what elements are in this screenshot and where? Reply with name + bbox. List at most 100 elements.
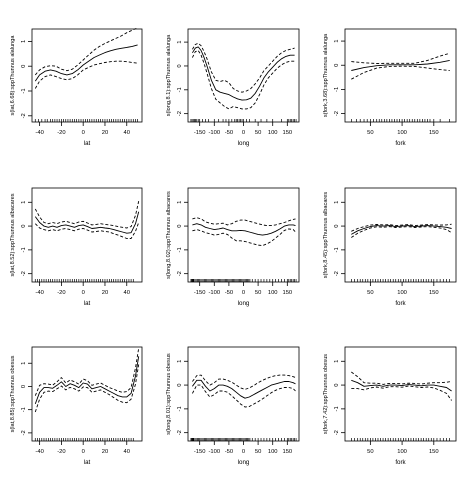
y-tick-label: -1 [177,406,183,411]
y-tick-label: 1 [177,40,183,43]
confidence-band-line [192,217,296,227]
confidence-band-line [34,348,140,396]
y-axis-label: s(lat,8.85):sppThunnus obesus [10,355,16,432]
y-tick-label: 1 [21,362,27,365]
confidence-band-line [192,228,296,247]
confidence-band-line [351,65,450,80]
y-axis-label: s(fork,7.42):sppThunnus obesus [323,354,329,434]
x-axis-label: fork [395,300,406,307]
y-tick-label: -2 [177,111,183,116]
x-axis-label: lat [84,140,91,147]
y-tick-label: -2 [334,111,340,116]
y-tick-label: 1 [177,201,183,204]
y-tick-label: 1 [21,201,27,204]
x-tick-label: 50 [255,290,261,296]
x-axis-label: long [238,140,250,147]
x-tick-label: -20 [57,130,65,136]
smooth-line [192,223,296,236]
x-tick-label: -50 [225,290,233,296]
smooth-line [351,379,452,392]
x-tick-label: -150 [194,290,206,296]
confidence-band-line [191,50,295,110]
x-tick-label: 150 [282,130,292,136]
y-tick-label: 1 [21,40,27,43]
x-tick-label: 150 [282,449,292,455]
smooth-line [351,59,450,71]
confidence-band-line [351,223,452,232]
y-tick-label: 0 [334,64,340,67]
y-tick-label: 0 [21,385,27,388]
y-tick-label: -1 [334,87,340,92]
confidence-band-line [34,364,140,413]
x-tick-label: 0 [242,449,245,455]
x-tick-label: 100 [268,290,278,296]
confidence-band-line [192,374,296,390]
y-tick-label: -2 [21,271,27,276]
x-tick-label: 150 [429,130,439,136]
x-tick-label: 100 [397,290,407,296]
x-tick-label: 0 [82,290,85,296]
y-tick-label: 1 [177,360,183,363]
x-tick-label: 20 [102,449,108,455]
smooth-line [351,225,452,235]
smooth-line [192,46,295,101]
x-tick-label: 0 [242,290,245,296]
x-tick-label: 50 [367,130,373,136]
confidence-band-line [351,226,452,238]
x-tick-label: -40 [35,130,43,136]
x-tick-label: -100 [208,130,220,136]
x-tick-label: 0 [242,130,245,136]
y-tick-label: 0 [334,383,340,386]
plot-frame [344,346,457,442]
x-tick-label: 20 [102,290,108,296]
x-axis-label: lat [84,300,91,307]
x-tick-label: 100 [397,130,407,136]
y-tick-label: 1 [334,39,340,42]
y-tick-label: -1 [334,406,340,411]
panel-4: -40 -20 0 20 40 -2 -1 0 1 lat s(lat,8.52):sppThunn… [10,187,143,307]
y-axis-label: s(fork,3.68):sppThunnus alalunga [323,33,329,117]
x-tick-label: 50 [255,449,261,455]
x-tick-label: 150 [429,449,439,455]
y-tick-label: -2 [21,430,27,435]
x-tick-label: -100 [208,290,220,296]
x-tick-label: -50 [225,130,233,136]
y-tick-label: 1 [334,360,340,363]
y-tick-label: -1 [334,247,340,252]
smooth-line [34,211,140,234]
x-tick-label: 100 [268,130,278,136]
y-axis-label: s(lat,6.68):sppThunnus alalunga [10,35,16,116]
x-axis-label: fork [395,459,406,466]
y-axis-label: s(lat,8.52):sppThunnus albacares [10,193,16,276]
confidence-band-line [34,27,138,76]
y-tick-label: 1 [334,201,340,204]
x-tick-label: 50 [255,130,261,136]
x-tick-label: 50 [367,449,373,455]
panel-5: -150 -100 -50 0 50 100 150 -2 -1 0 1 long s(long,8.0… [166,187,300,307]
y-tick-label: 0 [334,224,340,227]
x-tick-label: -50 [225,449,233,455]
x-tick-label: 0 [82,449,85,455]
y-tick-label: -1 [21,407,27,412]
confidence-band-line [351,52,450,64]
y-tick-label: -2 [177,430,183,435]
plot-frame [344,187,457,283]
y-tick-label: -2 [21,113,27,118]
panel-7: -40 -20 0 20 40 -2 -1 0 1 lat s(lat,8.85):sppThunn… [10,346,143,466]
x-tick-label: -40 [35,449,43,455]
y-tick-label: -1 [21,88,27,93]
confidence-band-line [34,222,140,239]
y-tick-label: -2 [334,271,340,276]
x-tick-label: 150 [429,290,439,296]
smooth-line [34,44,138,82]
plot-frame [187,187,300,283]
panel-6: 50 100 150 -2 -1 0 1 fork s(fork,8.45):sppThunnu… [323,187,457,307]
x-tick-label: 40 [124,449,130,455]
y-tick-label: -2 [177,271,183,276]
y-tick-label: 0 [21,224,27,227]
x-tick-label: 150 [282,290,292,296]
confidence-band-line [34,201,140,229]
x-tick-label: 0 [82,130,85,136]
